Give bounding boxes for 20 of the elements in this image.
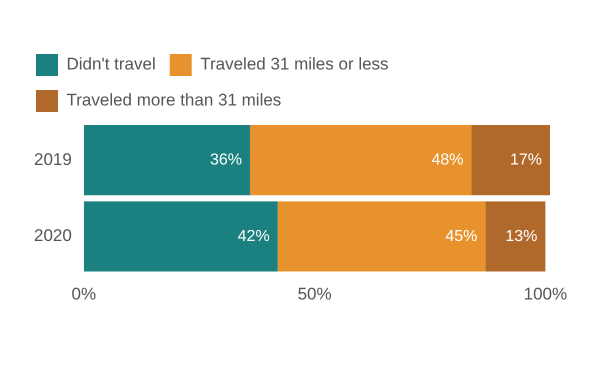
bar <box>278 201 486 272</box>
legend-label: Traveled 31 miles or less <box>200 54 389 74</box>
data-label: 17% <box>510 152 542 169</box>
data-label: 42% <box>238 228 270 245</box>
data-label: 48% <box>432 152 464 169</box>
x-tick-label: 50% <box>298 284 332 304</box>
bar <box>84 125 250 196</box>
legend-label: Didn't travel <box>66 54 156 74</box>
data-label: 36% <box>210 152 242 169</box>
data-label: 45% <box>445 228 478 245</box>
legend-label: Traveled more than 31 miles <box>66 90 282 110</box>
bar <box>84 201 278 272</box>
bar <box>250 125 472 196</box>
y-tick-label: 2020 <box>34 226 72 246</box>
bar <box>472 125 550 196</box>
x-tick-label: 0% <box>72 284 96 304</box>
bar <box>485 201 546 272</box>
data-label: 13% <box>505 228 538 245</box>
y-tick-label: 2019 <box>34 150 72 169</box>
x-tick-label: 100% <box>524 284 568 304</box>
